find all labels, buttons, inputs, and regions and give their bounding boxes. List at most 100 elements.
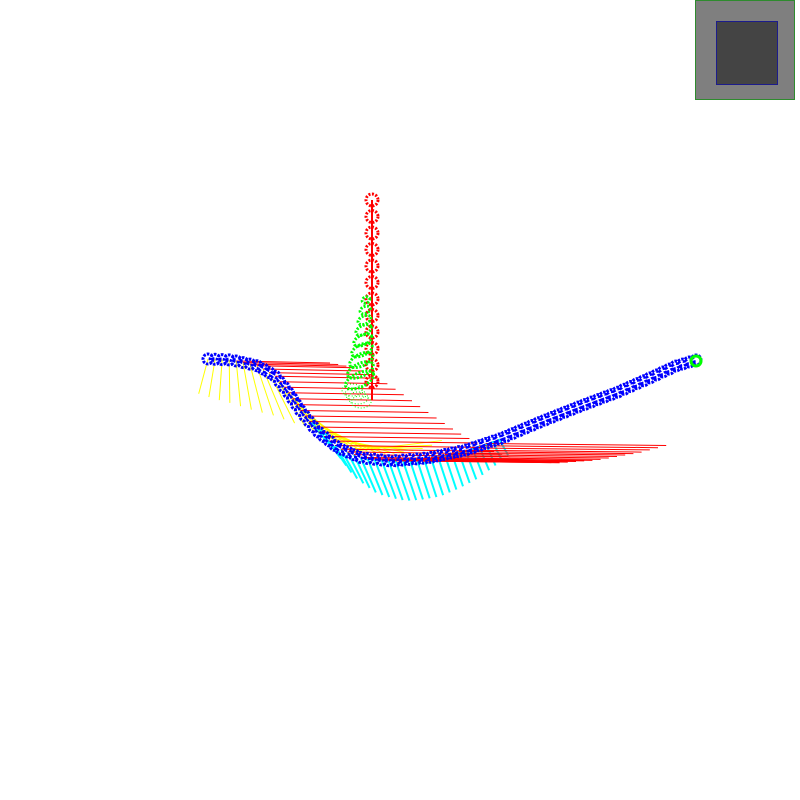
curve-marker xyxy=(375,453,388,467)
green-frame-marker xyxy=(354,323,373,337)
curve-marker xyxy=(208,352,222,366)
curve-marker xyxy=(396,453,410,467)
curve-marker xyxy=(368,452,381,466)
curve-marker xyxy=(256,362,270,376)
yellow-ruling-line xyxy=(262,368,285,420)
red-ruling-line xyxy=(300,409,429,413)
curve-marker xyxy=(558,405,572,419)
red-ruling-line xyxy=(334,445,486,449)
curve-marker xyxy=(630,377,644,391)
curve-marker xyxy=(250,359,264,373)
spine-marker xyxy=(364,258,380,274)
red-ruling-line xyxy=(472,447,650,451)
curve-marker xyxy=(584,395,598,409)
green-frame-marker xyxy=(346,360,375,380)
red-ruling-line xyxy=(318,431,462,435)
curve-marker xyxy=(354,450,367,464)
cyan-ruling-line xyxy=(401,459,418,501)
spine-marker xyxy=(364,209,380,224)
spine-marker xyxy=(364,291,380,307)
green-frame-marker xyxy=(344,369,376,391)
curve-marker xyxy=(438,448,452,461)
curve-marker xyxy=(334,442,348,456)
curve-marker xyxy=(611,385,624,399)
red-ruling-line xyxy=(423,457,593,461)
curve-marker xyxy=(656,365,670,379)
green-frame-marker xyxy=(350,341,374,359)
red-ruling-line xyxy=(437,455,609,459)
curve-marker xyxy=(445,446,459,460)
curve-marker xyxy=(360,452,374,465)
cyan-ruling-line xyxy=(373,458,391,498)
curve-marker xyxy=(512,424,526,438)
curve-marker xyxy=(403,453,417,466)
green-frame-marker xyxy=(352,332,374,348)
curve-marker xyxy=(531,416,545,430)
minimap-viewport-rect[interactable] xyxy=(716,21,778,85)
cyan-ruling-line xyxy=(429,457,445,496)
curve-marker xyxy=(347,448,361,462)
curve-marker xyxy=(479,437,493,450)
curve-marker xyxy=(389,454,403,468)
curve-marker xyxy=(662,362,676,376)
spine-marker xyxy=(364,275,380,290)
red-ruling-line xyxy=(236,360,331,364)
yellow-ruling-line xyxy=(235,360,242,407)
curve-marker xyxy=(328,439,342,452)
curve-marker xyxy=(472,439,486,453)
curve-marker xyxy=(410,452,424,466)
curve-marker xyxy=(571,400,585,414)
curve-end-marker-circle xyxy=(689,354,703,368)
blue-curve-markers xyxy=(201,352,703,468)
yellow-ruling-line xyxy=(218,359,223,401)
green-frame-marker xyxy=(356,313,373,327)
curve-marker xyxy=(505,427,519,441)
curve-marker xyxy=(452,445,465,459)
spine-marker xyxy=(364,357,380,373)
curve-marker xyxy=(485,434,499,448)
red-ruling-line xyxy=(465,449,642,453)
red-ruling-line xyxy=(243,362,339,366)
red-ruling-line xyxy=(269,372,372,376)
minimap-panel[interactable] xyxy=(695,0,795,100)
curve-marker xyxy=(492,432,506,446)
curve-marker xyxy=(577,398,591,412)
curve-marker xyxy=(617,382,631,396)
red-ruling-line xyxy=(451,452,626,456)
curve-marker xyxy=(591,393,605,407)
curve-marker xyxy=(604,388,618,402)
curve-marker xyxy=(201,352,215,366)
curve-marker xyxy=(424,450,438,464)
red-ruling-line xyxy=(458,451,634,455)
cyan-ruling-line xyxy=(387,460,404,501)
curve-marker xyxy=(669,359,683,373)
curve-marker xyxy=(417,451,431,465)
curve-marker xyxy=(564,403,578,417)
green-frame-marker xyxy=(350,395,372,409)
curve-marker xyxy=(643,371,657,385)
green-frame-marker xyxy=(358,304,372,316)
red-ruling-line xyxy=(444,453,618,457)
red-ruling-line xyxy=(329,440,478,444)
curve-marker xyxy=(518,421,532,435)
curve-end-marker xyxy=(689,354,703,368)
curve-marker xyxy=(302,415,316,428)
red-ruling-line xyxy=(249,363,347,367)
green-frame-markers xyxy=(341,295,376,409)
curve-marker xyxy=(459,443,472,457)
spine-marker xyxy=(364,242,380,257)
cyan-ruling-line xyxy=(415,458,431,499)
curve-marker xyxy=(637,374,650,388)
curve-marker xyxy=(624,380,637,393)
curve-marker xyxy=(465,441,479,455)
curve-marker xyxy=(341,445,354,459)
spine-marker xyxy=(364,374,380,389)
red-ruling-line xyxy=(402,459,568,463)
spine-marker xyxy=(364,341,380,356)
red-ruling-line xyxy=(296,404,421,408)
curve-marker xyxy=(682,355,696,369)
green-frame-marker xyxy=(360,295,372,305)
cyan-ruling-line xyxy=(422,458,438,498)
red-ruling-line xyxy=(309,421,445,425)
